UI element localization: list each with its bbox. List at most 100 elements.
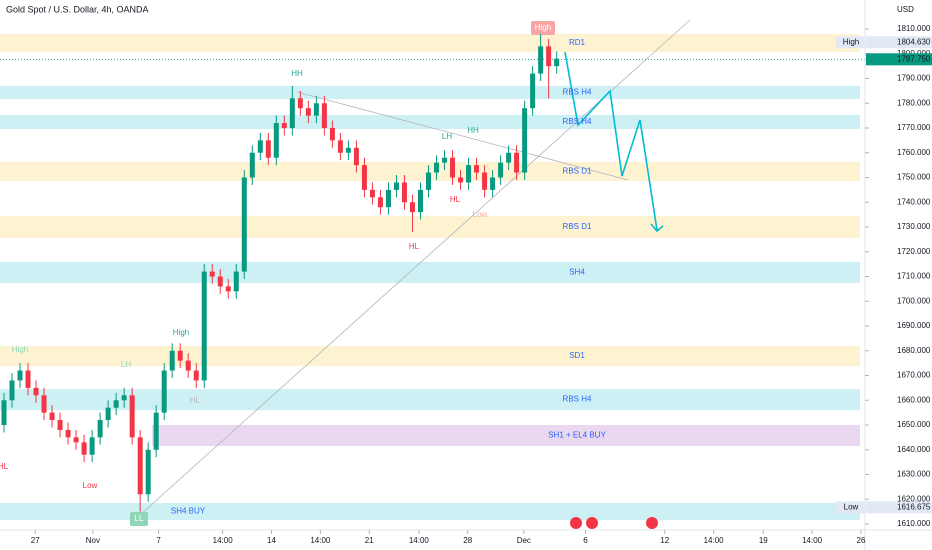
candle-body [177, 350, 183, 361]
candle-body [281, 123, 287, 128]
arrow-head [650, 223, 664, 233]
x-tick-label: 14:00 [409, 536, 430, 545]
event-icon[interactable] [646, 517, 658, 529]
zone [0, 389, 860, 411]
y-tick-label: 1770.000 [897, 123, 931, 132]
x-tick-label: 19 [759, 536, 768, 545]
y-tick-label: 1690.000 [897, 321, 931, 330]
x-tick-label: 12 [660, 536, 669, 545]
candle-body [490, 177, 496, 190]
zone-label: SH4 [569, 268, 585, 277]
candle-body [257, 140, 263, 153]
candle-body [185, 360, 191, 371]
candle-body [425, 172, 431, 190]
candle-body [466, 165, 472, 183]
candle-body [249, 152, 255, 178]
candle-body [506, 152, 512, 163]
candle-body [201, 271, 207, 381]
y-tick-label: 1790.000 [897, 74, 931, 83]
zone-label: RD1 [569, 38, 586, 47]
annotation: HL [409, 242, 420, 251]
annotation: High [12, 345, 28, 354]
candle-body [233, 271, 239, 292]
candle-body [57, 420, 63, 430]
candle-body [329, 128, 335, 141]
x-tick-label: 14:00 [310, 536, 331, 545]
zone [0, 261, 860, 283]
y-tick-label: 1650.000 [897, 420, 931, 429]
candle-body [458, 177, 464, 183]
candle-body [353, 147, 359, 166]
candle-body [121, 395, 127, 401]
marker-box [531, 21, 555, 35]
annotation: LH [442, 132, 452, 141]
candle-body [9, 380, 15, 401]
candle-body [113, 400, 119, 408]
candle-body [17, 370, 23, 381]
candle-body [225, 286, 231, 292]
y-tick-label: 1710.000 [897, 272, 931, 281]
candle-body [546, 46, 552, 67]
candle-body [193, 370, 199, 381]
candle-body [129, 395, 135, 438]
price-tag-name: High [843, 37, 859, 46]
y-tick-label: 1670.000 [897, 371, 931, 380]
zone-label: SD1 [569, 351, 585, 360]
y-tick-label: 1750.000 [897, 173, 931, 182]
x-tick-label: 14 [267, 536, 276, 545]
zone [0, 216, 860, 238]
candle-body [25, 370, 31, 388]
annotation: HH [291, 69, 303, 78]
price-tag-label: 1797.750 [897, 54, 931, 63]
x-tick-label: 14:00 [213, 536, 234, 545]
candle-body [41, 395, 47, 413]
y-tick-label: 1660.000 [897, 395, 931, 404]
marker-box [130, 512, 148, 526]
y-tick-label: 1760.000 [897, 148, 931, 157]
zone-label: SH4 BUY [171, 507, 206, 516]
event-icon[interactable] [586, 517, 598, 529]
zone-label: RBS H4 [563, 395, 592, 404]
candle-body [401, 182, 407, 203]
x-tick-label: 26 [857, 536, 866, 545]
candle-body [73, 437, 79, 443]
annotation: HL [190, 396, 201, 405]
candle-body [554, 58, 560, 67]
candle-body [273, 123, 279, 158]
price-tag-label: 1616.675 [897, 503, 931, 512]
price-tag-label: 1804.630 [897, 37, 931, 46]
projection-path [564, 51, 658, 231]
candle-body [169, 350, 175, 371]
y-tick-label: 1640.000 [897, 445, 931, 454]
zone [0, 85, 860, 100]
zone [0, 346, 860, 367]
candle-body [377, 197, 383, 208]
candle-body [89, 437, 95, 455]
y-tick-label: 1780.000 [897, 98, 931, 107]
candle-body [514, 152, 520, 173]
candle-body [161, 370, 167, 413]
x-tick-label: 27 [31, 536, 40, 545]
candle-body [538, 46, 544, 74]
x-tick-label: Dec [517, 536, 531, 545]
candle-body [153, 412, 159, 450]
annotation: HH [467, 126, 479, 135]
candle-body [442, 157, 448, 163]
candle-body [321, 103, 327, 128]
candle-body [345, 147, 351, 153]
zone-label: RBS D1 [563, 222, 592, 231]
currency-label: USD [897, 5, 914, 14]
candle-body [409, 202, 415, 213]
y-tick-label: 1720.000 [897, 247, 931, 256]
zone-label: SH1 + EL4 BUY [548, 431, 606, 440]
y-tick-label: 1700.000 [897, 296, 931, 305]
zone [0, 114, 860, 129]
candle-body [385, 189, 391, 208]
annotation: High [535, 23, 551, 32]
candle-body [450, 157, 456, 178]
candle-body [530, 73, 536, 109]
event-icon[interactable] [570, 517, 582, 529]
candle-body [33, 387, 39, 396]
candle-body [498, 162, 504, 178]
candle-body [434, 162, 440, 173]
